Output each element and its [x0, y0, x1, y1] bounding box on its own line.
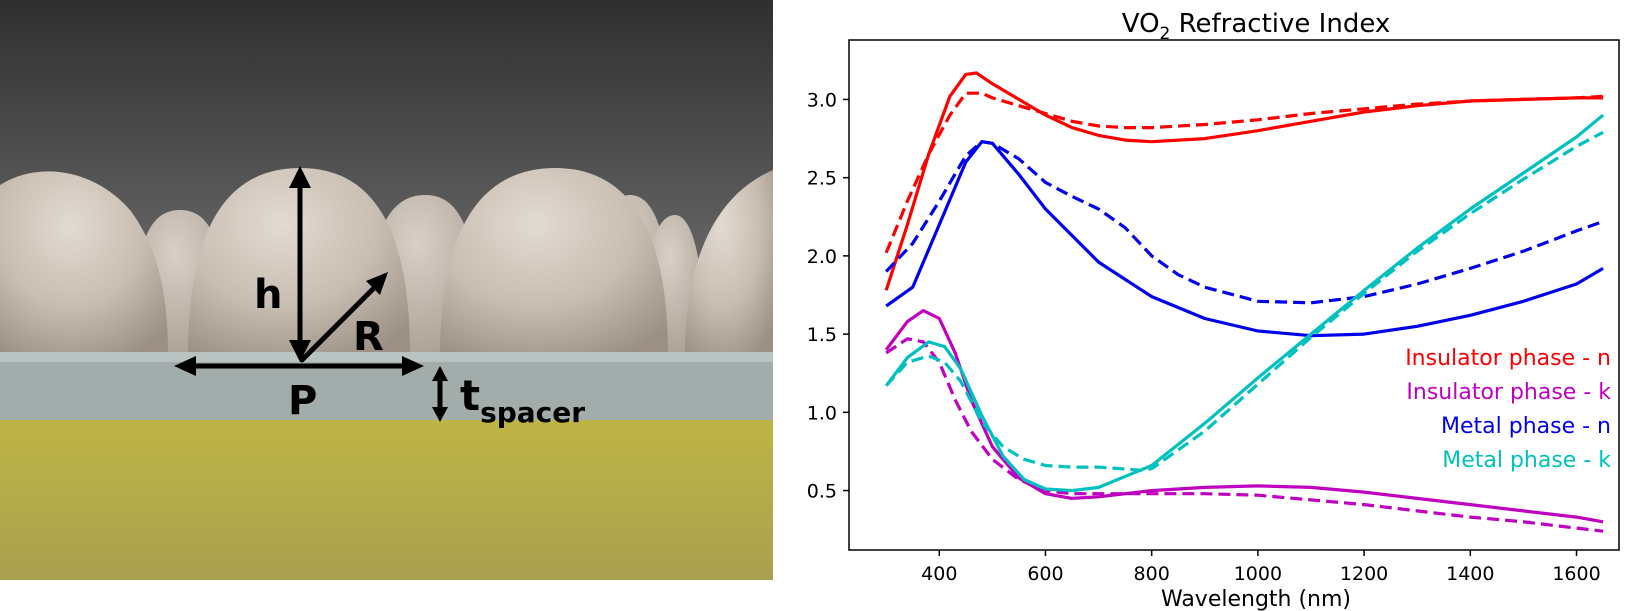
chart-title: VO2 Refractive Index: [1122, 9, 1391, 44]
series-line-2: [885, 140, 1604, 338]
dome-front: [0, 171, 168, 355]
x-tick-label: 800: [1134, 563, 1170, 585]
plot-frame: [848, 39, 1620, 551]
gold-substrate: [0, 420, 773, 580]
legend-entry: Metal phase - k: [1442, 448, 1611, 473]
y-tick-label: 0.5: [807, 481, 837, 503]
y-tick-label: 1.5: [807, 324, 837, 346]
y-tick-label: 2.5: [807, 168, 837, 190]
spacer-top-edge: [0, 352, 773, 362]
series-line-4: [884, 309, 1604, 524]
series-line-7: [885, 130, 1604, 472]
height-label: h: [254, 272, 282, 318]
spacer-label-subscript: spacer: [480, 396, 585, 429]
radius-arrow: [299, 279, 383, 363]
spacer-layer: [0, 362, 773, 420]
dome-front: [685, 170, 773, 355]
series-line-3: [885, 140, 1604, 305]
legend-entry: Metal phase - n: [1441, 414, 1611, 439]
x-tick-label: 1200: [1340, 563, 1388, 585]
x-tick-label: 600: [1027, 563, 1063, 585]
series-line-5: [885, 337, 1604, 533]
chart-title-subscript: 2: [1160, 24, 1171, 44]
period-label: P: [288, 378, 317, 424]
annotation-arrows: [181, 175, 443, 417]
radius-label: R: [353, 314, 384, 360]
x-axis-label: Wavelength (nm): [1161, 587, 1351, 611]
legend: Insulator phase - n Insulator phase - k Me…: [1405, 346, 1611, 473]
spacer-label: tspacer: [460, 371, 585, 429]
plot-area: 400 600 800 1000 1200 1400 1600 0.5 1.0 1.5 2.0 2.…: [807, 39, 1620, 585]
x-tick-label: 1000: [1234, 563, 1282, 585]
x-axis: 400 600 800 1000 1200 1400 1600: [921, 550, 1601, 585]
nanostructure-render: h R P tspacer: [0, 0, 773, 580]
x-tick-label: 1400: [1446, 563, 1494, 585]
refractive-index-chart: VO2 Refractive Index 400 600 800 1000 1200 14…: [807, 9, 1620, 611]
series-line-0: [884, 71, 1604, 291]
series-line-1: [884, 91, 1604, 254]
legend-entry: Insulator phase - n: [1405, 346, 1611, 371]
x-tick-label: 400: [921, 563, 957, 585]
y-tick-label: 2.0: [807, 246, 837, 268]
x-tick-label: 1600: [1552, 563, 1600, 585]
dome-front: [440, 168, 668, 355]
y-tick-label: 1.0: [807, 402, 837, 424]
series-line-6: [884, 113, 1605, 493]
annotation-arrowheads: [174, 166, 448, 422]
legend-entry: Insulator phase - k: [1406, 380, 1611, 405]
series-group: [884, 71, 1605, 533]
y-tick-label: 3.0: [807, 89, 837, 111]
y-axis: 0.5 1.0 1.5 2.0 2.5 3.0: [807, 89, 849, 503]
